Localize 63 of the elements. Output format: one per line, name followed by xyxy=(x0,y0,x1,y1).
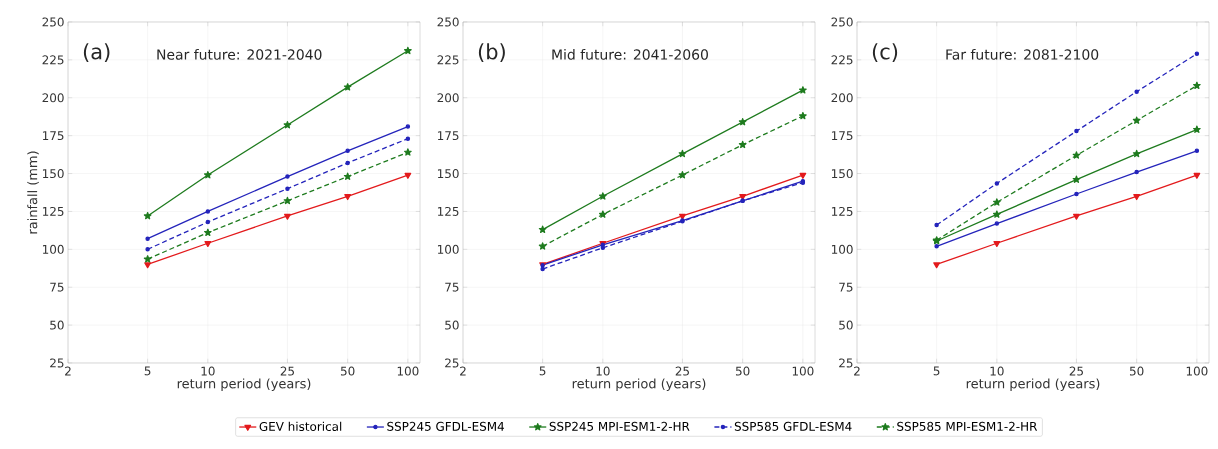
y-tick-label: 225 xyxy=(42,55,64,65)
x-tick-label: 100 xyxy=(397,366,419,376)
annotation: (b) xyxy=(478,43,505,63)
x-tick-label: 100 xyxy=(1186,366,1208,376)
y-tick-label: 225 xyxy=(831,55,853,65)
y-tick-label: 200 xyxy=(437,93,459,103)
y-tick-label: 75 xyxy=(839,282,853,292)
text: Near future: 2021-2040 xyxy=(157,48,322,60)
x-tick-label: 10 xyxy=(990,366,1004,376)
y-tick-label: 250 xyxy=(437,17,459,27)
x-tick-label: 2 xyxy=(854,366,860,376)
y-tick-label: 100 xyxy=(437,244,459,254)
x-tick-label: 25 xyxy=(1069,366,1083,376)
y-tick-label: 250 xyxy=(831,17,853,27)
x-axis-title: return period (years) xyxy=(177,378,311,391)
y-tick-label: 200 xyxy=(42,93,64,103)
y-tick-label: 50 xyxy=(445,320,459,330)
x-tick-label: 5 xyxy=(539,366,546,376)
y-tick-label: 125 xyxy=(437,206,459,216)
legend-label: SSP585 GFDL-ESM4 xyxy=(734,421,852,431)
y-tick-label: 175 xyxy=(42,131,64,141)
y-tick-label: 250 xyxy=(42,17,64,27)
x-tick-label: 25 xyxy=(675,366,689,376)
y-tick-label: 175 xyxy=(831,131,853,141)
annotation: (a) xyxy=(83,43,110,62)
y-tick-label: 125 xyxy=(42,206,64,216)
y-tick-label: 25 xyxy=(50,358,64,368)
x-tick-label: 5 xyxy=(144,366,151,376)
y-tick-label: 225 xyxy=(437,55,459,65)
y-tick-label: 150 xyxy=(437,169,459,179)
text: Mid future: 2041-2060 xyxy=(552,48,708,60)
legend-label: GEV historical xyxy=(259,421,342,431)
y-tick-label: 25 xyxy=(839,358,853,368)
y-tick-label: 100 xyxy=(831,244,853,254)
y-tick-label: 200 xyxy=(831,93,853,103)
x-tick-label: 25 xyxy=(280,366,294,376)
legend-label: SSP585 MPI-ESM1-2-HR xyxy=(897,421,1038,431)
x-tick-label: 2 xyxy=(460,366,466,376)
y-tick-label: 50 xyxy=(839,320,853,330)
x-tick-label: 50 xyxy=(340,366,355,376)
y-tick-label: 75 xyxy=(50,282,64,292)
y-tick-label: 100 xyxy=(42,244,64,254)
text: Far future: 2081-2100 xyxy=(946,48,1099,60)
annotation: (c) xyxy=(872,43,898,62)
y-tick-label: 150 xyxy=(831,169,853,179)
x-axis-title: return period (years) xyxy=(966,378,1100,391)
x-tick-label: 5 xyxy=(933,366,940,376)
x-axis-title: return period (years) xyxy=(572,378,706,391)
x-tick-label: 10 xyxy=(596,366,610,376)
x-tick-label: 50 xyxy=(1129,366,1144,376)
x-tick-label: 2 xyxy=(65,366,71,376)
y-tick-label: 125 xyxy=(831,206,853,216)
x-tick-label: 10 xyxy=(201,366,215,376)
legend-label: SSP245 GFDL-ESM4 xyxy=(387,421,505,431)
y-axis-title: rainfall (mm) xyxy=(27,151,39,234)
y-tick-label: 50 xyxy=(50,320,64,330)
x-tick-label: 50 xyxy=(735,366,750,376)
legend-label: SSP245 MPI-ESM1-2-HR xyxy=(549,421,690,431)
y-tick-label: 75 xyxy=(445,282,459,292)
y-tick-label: 175 xyxy=(437,131,459,141)
y-tick-label: 25 xyxy=(445,358,459,368)
x-tick-label: 100 xyxy=(792,366,814,376)
y-tick-label: 150 xyxy=(42,169,64,179)
